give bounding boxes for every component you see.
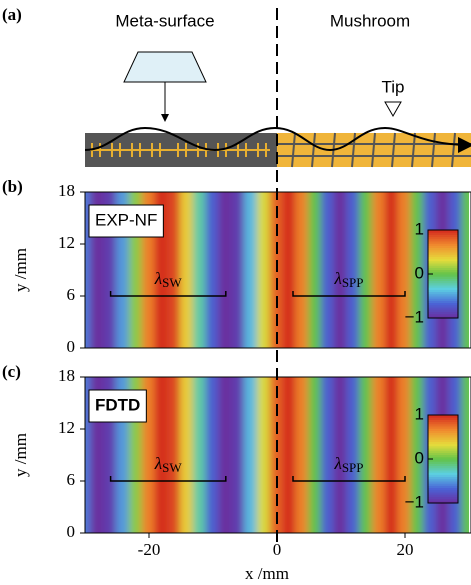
field-stripe [385, 182, 400, 358]
wavelength-subscript: SPP [342, 275, 364, 290]
mushroom-label: Mushroom [330, 11, 410, 30]
field-stripe [385, 367, 400, 543]
field-stripe [282, 367, 297, 543]
colorbar-tick-label: −1 [405, 307, 424, 326]
wavelength-subscript: SW [162, 460, 182, 475]
field-stripe [257, 367, 272, 543]
colorbar-tick-label: 0 [415, 263, 424, 282]
y-tick-label: 18 [58, 181, 75, 200]
field-stripe [167, 367, 182, 543]
x-tick-label: 0 [273, 540, 282, 559]
field-stripe [231, 367, 246, 543]
colorbar-tick-label: 1 [415, 219, 424, 238]
wavelength-subscript: SW [162, 275, 182, 290]
colorbar-tick-label: −1 [405, 492, 424, 511]
field-stripe [346, 182, 361, 358]
y-tick-label: 12 [58, 418, 75, 437]
field-stripe [180, 367, 195, 543]
x-axis-label: x /mm [245, 564, 289, 583]
y-tick-label: 6 [67, 470, 76, 489]
inset-label: FDTD [95, 395, 140, 414]
field-stripe [308, 182, 323, 358]
field-stripe [282, 182, 297, 358]
field-stripe [231, 182, 246, 358]
x-tick-label: 20 [397, 540, 414, 559]
tip-icon [385, 102, 401, 116]
y-tick-label: 0 [67, 337, 76, 356]
figure: (a) Meta-surface Mushroom Tip (b) y /mm 0 6… [0, 0, 471, 585]
colorbar-tick-label: 1 [415, 404, 424, 423]
field-stripe [462, 182, 471, 358]
meta-label: Meta-surface [115, 11, 214, 30]
y-tick-label: 0 [67, 522, 76, 541]
field-stripe [244, 182, 259, 358]
wavelength-symbol: λ [154, 454, 162, 473]
panel-label: (b) [2, 177, 23, 196]
source-horn [124, 52, 206, 82]
x-tick-label: -20 [138, 540, 161, 559]
y-axis-label: y /mm [11, 248, 30, 292]
tip-label: Tip [382, 77, 405, 96]
field-stripe [295, 367, 310, 543]
y-axis-label: y /mm [11, 433, 30, 477]
field-stripe [346, 367, 361, 543]
field-stripe [206, 367, 221, 543]
wavelength-symbol: λ [333, 269, 341, 288]
panel-label: (a) [2, 5, 22, 24]
field-stripe [167, 182, 182, 358]
field-stripe [372, 182, 387, 358]
field-stripe [257, 182, 272, 358]
field-stripe [295, 182, 310, 358]
field-stripe [180, 182, 195, 358]
field-stripe [218, 367, 233, 543]
field-stripe [359, 182, 374, 358]
y-tick-label: 18 [58, 366, 75, 385]
field-stripe [372, 367, 387, 543]
field-stripe [321, 367, 336, 543]
wavelength-symbol: λ [333, 454, 341, 473]
y-tick-label: 6 [67, 285, 76, 304]
field-stripe [193, 367, 208, 543]
field-stripe [398, 182, 413, 358]
field-stripe [462, 367, 471, 543]
field-stripe [193, 182, 208, 358]
field-stripe [359, 367, 374, 543]
y-tick-label: 12 [58, 233, 75, 252]
field-stripe [398, 367, 413, 543]
panel-label: (c) [2, 362, 21, 381]
field-stripe [244, 367, 259, 543]
field-stripe [206, 182, 221, 358]
field-stripe [321, 182, 336, 358]
wavelength-symbol: λ [154, 269, 162, 288]
colorbar-tick-label: 0 [415, 448, 424, 467]
field-stripe [218, 182, 233, 358]
wavelength-subscript: SPP [342, 460, 364, 475]
inset-label: EXP-NF [95, 210, 157, 229]
field-stripe [308, 367, 323, 543]
